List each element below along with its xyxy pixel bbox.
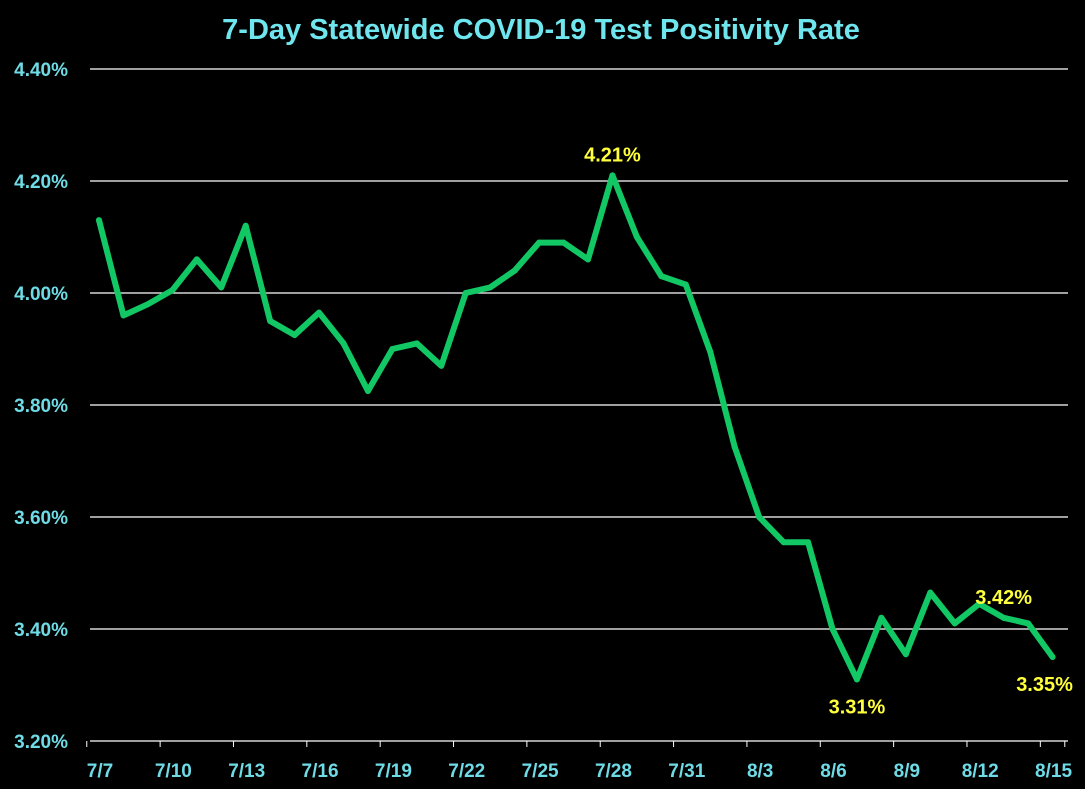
y-tick-label: 4.40% [14, 60, 68, 81]
y-tick-label: 4.00% [14, 284, 68, 305]
data-point [682, 281, 689, 288]
x-tick-label: 8/15 [1035, 761, 1072, 782]
x-tick-label: 7/31 [668, 761, 705, 782]
data-point [658, 273, 665, 280]
data-point [316, 309, 323, 316]
x-tick-label: 7/10 [155, 761, 192, 782]
data-point [120, 312, 127, 319]
y-tick-label: 3.40% [14, 620, 68, 641]
data-point [853, 676, 860, 683]
data-point [902, 651, 909, 658]
data-point [487, 284, 494, 291]
y-tick-label: 3.80% [14, 396, 68, 417]
x-tick-label: 8/9 [894, 761, 920, 782]
data-point [585, 256, 591, 263]
data-point [511, 267, 518, 274]
data-label: 3.35% [1016, 674, 1073, 696]
data-point [731, 444, 738, 450]
x-tick-label: 7/19 [375, 761, 412, 782]
positivity-rate-line [96, 172, 1056, 683]
data-point [1049, 654, 1056, 660]
data-point [267, 318, 274, 324]
x-tick-label: 8/3 [747, 761, 773, 782]
data-point [927, 589, 934, 596]
data-label: 3.42% [975, 587, 1032, 609]
x-tick-label: 8/6 [820, 761, 846, 782]
data-point [609, 172, 616, 179]
data-point [976, 600, 983, 607]
data-point [1000, 614, 1007, 621]
data-point [242, 222, 249, 229]
data-point [633, 234, 640, 240]
y-tick-label: 4.20% [14, 172, 68, 193]
data-point [951, 620, 958, 627]
x-tick-label: 7/28 [595, 761, 632, 782]
data-point [462, 290, 469, 296]
data-label: 4.21% [584, 144, 641, 166]
data-point [756, 514, 763, 520]
data-point [144, 301, 151, 308]
data-point [169, 287, 176, 294]
x-tick-label: 7/13 [228, 761, 265, 782]
data-point [291, 332, 298, 338]
data-point [413, 340, 420, 347]
data-point [438, 362, 445, 369]
data-point [1025, 620, 1032, 627]
data-point [364, 388, 371, 394]
x-tick-label: 7/25 [522, 761, 559, 782]
data-point [829, 626, 836, 632]
x-tick-label: 7/22 [448, 761, 485, 782]
x-tick-label: 8/12 [962, 761, 999, 782]
data-point [536, 239, 543, 246]
data-point [560, 239, 567, 246]
y-tick-label: 3.20% [14, 732, 68, 753]
data-point [878, 614, 885, 621]
data-point [218, 284, 225, 291]
data-point [193, 256, 200, 263]
y-tick-label: 3.60% [14, 508, 68, 529]
x-tick-label: 7/16 [302, 761, 339, 782]
data-label: 3.31% [829, 696, 886, 718]
data-point [780, 539, 787, 546]
data-point [389, 346, 396, 352]
chart-title: 7-Day Statewide COVID-19 Test Positivity… [222, 14, 860, 46]
data-point [707, 348, 714, 355]
x-tick-label: 7/7 [87, 761, 113, 782]
data-point [805, 539, 812, 546]
data-point [340, 340, 347, 347]
data-point [96, 217, 102, 224]
